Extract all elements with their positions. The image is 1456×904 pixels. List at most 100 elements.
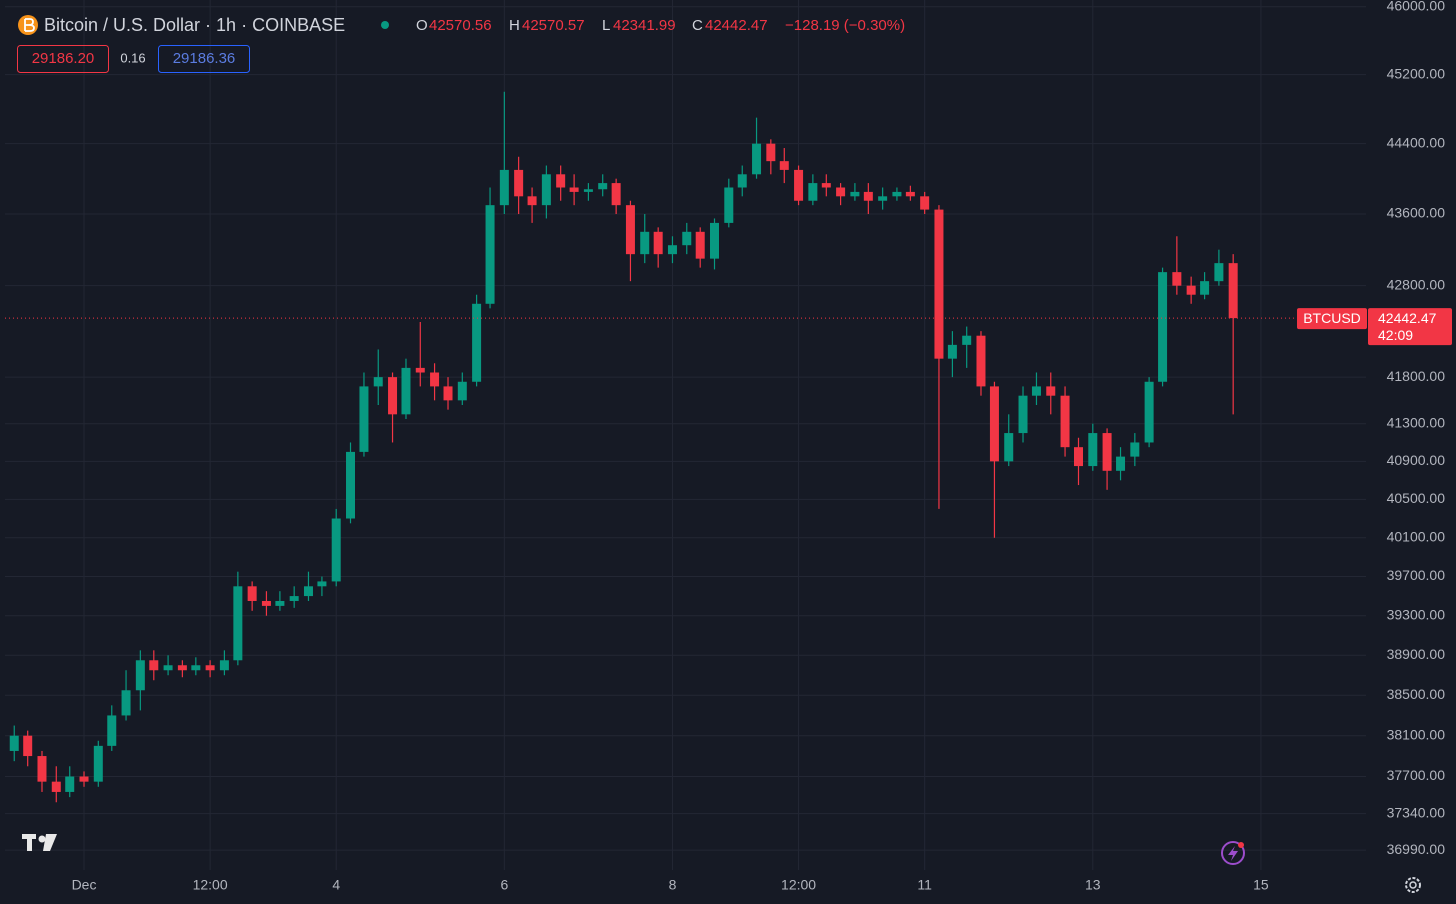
candle-body <box>527 196 537 206</box>
candle-body <box>878 196 888 201</box>
status-dot <box>381 21 389 29</box>
candle-body <box>359 386 369 452</box>
y-tick-label: 43600.00 <box>1387 205 1446 221</box>
candle-body <box>794 169 804 201</box>
candle-body <box>233 586 243 661</box>
buy-box[interactable] <box>158 45 250 73</box>
candle-body <box>443 386 453 401</box>
candle-body <box>485 205 495 304</box>
candle-body <box>401 367 411 415</box>
candle-body <box>93 745 103 782</box>
y-tick-label: 45200.00 <box>1387 65 1446 81</box>
candle-body <box>191 665 201 671</box>
candle-body <box>1130 442 1140 457</box>
y-tick-label: 37340.00 <box>1387 804 1446 820</box>
ohlc-value: 42570.57 <box>522 17 585 34</box>
lightning-icon[interactable] <box>1221 841 1245 865</box>
y-tick-label: 42800.00 <box>1387 276 1446 292</box>
y-tick-label: 38900.00 <box>1387 646 1446 662</box>
grid: 46000.00 45200.00 44400.00 43600.00 42800.00… <box>5 0 1445 893</box>
price-tag-countdown: 42:09 <box>1378 327 1413 343</box>
candle-body <box>107 715 117 746</box>
y-tick-label: 44400.00 <box>1387 134 1446 150</box>
candle-body <box>653 231 663 255</box>
y-tick-label: 40100.00 <box>1387 528 1446 544</box>
symbol-title: Bitcoin / U.S. Dollar · 1h · COINBASE <box>44 15 345 35</box>
candle-body <box>779 161 789 170</box>
price-tag-value: 42442.47 <box>1378 310 1437 326</box>
bid[interactable]: 29186.20 <box>32 50 95 67</box>
candle-body <box>695 231 705 259</box>
candle-body <box>121 690 131 716</box>
candle-body <box>989 386 999 462</box>
candle-body <box>317 581 327 587</box>
ohlc-value: 42341.99 <box>613 17 676 34</box>
candle-body <box>934 209 944 359</box>
candle-body <box>583 189 593 192</box>
candle-body <box>821 183 831 188</box>
change: −128.19 (−0.30%) <box>785 17 905 34</box>
ohlc-label: H <box>509 17 520 34</box>
ohlc-value: 42442.47 <box>705 17 768 34</box>
y-tick-label: 39300.00 <box>1387 606 1446 622</box>
x-tick-label: 11 <box>917 877 932 893</box>
x-tick-label: 12:00 <box>193 877 228 893</box>
candle-body <box>1004 433 1014 462</box>
candle-body <box>710 222 720 259</box>
ask[interactable]: 29186.36 <box>173 50 236 67</box>
candle-body <box>346 451 356 519</box>
candle-body <box>261 600 271 606</box>
candle-body <box>65 776 75 792</box>
candle-body <box>1088 433 1098 467</box>
y-tick-label: 41300.00 <box>1387 414 1446 430</box>
candles <box>9 91 1238 803</box>
y-tick-label: 41800.00 <box>1387 368 1446 384</box>
candle-body <box>556 174 566 188</box>
candle-body <box>1214 263 1224 282</box>
x-tick-label: 6 <box>500 877 508 893</box>
candle-body <box>640 231 650 255</box>
candle-body <box>331 518 341 582</box>
y-tick-label: 36990.00 <box>1387 841 1446 857</box>
candle-body <box>303 586 313 597</box>
candle-body <box>135 660 145 691</box>
candle-body <box>177 665 187 671</box>
symbol-tag-text: BTCUSD <box>1303 310 1361 326</box>
candle-body <box>457 381 467 401</box>
candle-body <box>275 600 285 606</box>
x-tick-label: 15 <box>1253 877 1269 893</box>
y-tick-label: 39700.00 <box>1387 567 1446 583</box>
candle-body <box>766 143 776 162</box>
candle-body <box>625 205 635 255</box>
candle-body <box>1046 386 1056 396</box>
candle-body <box>373 377 383 387</box>
y-tick-label: 37700.00 <box>1387 767 1446 783</box>
candle-body <box>79 776 89 782</box>
candle-body <box>1158 272 1168 382</box>
x-tick-label: Dec <box>72 877 97 893</box>
candle-body <box>1074 447 1084 467</box>
candle-body <box>1060 395 1070 448</box>
candle-body <box>724 187 734 223</box>
candle-body <box>863 191 873 201</box>
candle-body <box>1018 395 1028 434</box>
symbol-tag <box>1297 308 1367 330</box>
settings-icon[interactable] <box>1405 877 1421 893</box>
candle-body <box>808 183 818 201</box>
candle-body <box>737 174 747 188</box>
candle-body <box>23 735 33 757</box>
candle-body <box>219 660 229 671</box>
y-tick-label: 40500.00 <box>1387 490 1446 506</box>
coin-glyph <box>24 18 35 32</box>
sell-box[interactable] <box>17 45 109 73</box>
ohlc-value: 42570.56 <box>429 17 492 34</box>
candle-body <box>1102 433 1112 471</box>
candle-body <box>569 187 579 192</box>
y-tick-label: 38500.00 <box>1387 686 1446 702</box>
candle-body <box>388 377 398 415</box>
candle-body <box>1186 285 1196 295</box>
candle-body <box>962 335 972 345</box>
candle-body <box>1200 281 1210 295</box>
